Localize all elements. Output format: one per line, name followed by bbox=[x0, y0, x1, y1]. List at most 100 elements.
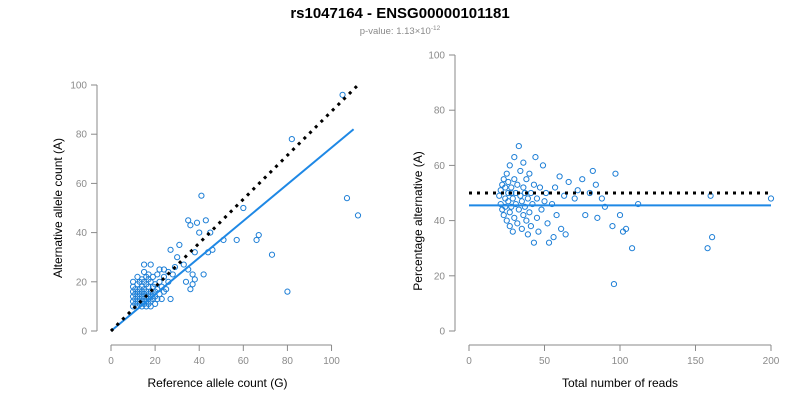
data-point bbox=[532, 154, 539, 161]
data-point bbox=[612, 170, 619, 177]
y-tick-label: 0 bbox=[439, 327, 445, 338]
data-point bbox=[198, 192, 205, 199]
data-point bbox=[189, 281, 196, 288]
data-point bbox=[523, 176, 530, 183]
data-point bbox=[586, 189, 593, 197]
data-point bbox=[594, 214, 601, 221]
data-point bbox=[521, 203, 528, 210]
data-point bbox=[589, 167, 596, 175]
y-tick-label: 80 bbox=[76, 130, 88, 141]
x-tick-label: 60 bbox=[238, 356, 250, 367]
data-point bbox=[512, 200, 519, 208]
data-point bbox=[506, 162, 513, 169]
data-point bbox=[511, 214, 518, 221]
data-point bbox=[571, 195, 578, 202]
data-point bbox=[539, 162, 547, 169]
data-point bbox=[506, 223, 513, 230]
y-tick-label: 0 bbox=[81, 327, 87, 338]
data-point bbox=[343, 195, 351, 202]
data-point bbox=[558, 225, 565, 232]
y-axis-label: Alternative allele count (A) bbox=[51, 138, 65, 278]
fit-line bbox=[110, 128, 355, 332]
data-point bbox=[154, 295, 161, 303]
x-tick-label: 20 bbox=[150, 356, 162, 367]
data-point bbox=[515, 142, 522, 150]
data-point bbox=[592, 181, 599, 188]
data-point bbox=[541, 198, 548, 205]
data-point bbox=[514, 181, 521, 188]
data-point bbox=[530, 239, 538, 246]
data-point bbox=[152, 300, 159, 308]
data-point bbox=[189, 271, 196, 278]
data-point bbox=[622, 225, 630, 232]
data-point bbox=[551, 184, 559, 191]
data-point bbox=[509, 195, 516, 202]
data-point bbox=[497, 200, 504, 208]
data-point bbox=[508, 203, 515, 210]
data-point bbox=[497, 187, 504, 194]
data-point bbox=[553, 211, 560, 219]
data-point bbox=[511, 154, 518, 161]
p-value-text: p-value: 1.13×10 bbox=[359, 26, 431, 37]
data-point bbox=[526, 170, 533, 177]
x-tick-label: 100 bbox=[323, 356, 340, 367]
x-axis-label: Reference allele count (G) bbox=[147, 376, 287, 390]
data-point bbox=[193, 219, 201, 226]
data-point bbox=[518, 198, 525, 205]
chart-subtitle: p-value: 1.13×10-12 bbox=[0, 25, 800, 37]
data-point bbox=[191, 276, 198, 283]
data-point bbox=[140, 261, 148, 268]
data-point bbox=[502, 203, 509, 210]
data-point bbox=[574, 187, 581, 194]
x-tick-label: 0 bbox=[466, 356, 472, 367]
data-point bbox=[187, 222, 194, 229]
data-point bbox=[156, 278, 163, 285]
data-point bbox=[520, 211, 527, 219]
data-point bbox=[255, 231, 262, 239]
data-point bbox=[503, 170, 510, 177]
data-point bbox=[538, 206, 545, 213]
data-point bbox=[200, 271, 207, 278]
data-point bbox=[207, 229, 214, 236]
data-point bbox=[524, 231, 531, 238]
data-point bbox=[502, 184, 509, 191]
p-value-exponent: -12 bbox=[430, 25, 441, 32]
data-point bbox=[182, 278, 190, 285]
data-point bbox=[598, 195, 605, 202]
data-point bbox=[185, 217, 192, 224]
x-tick-label: 0 bbox=[108, 356, 114, 367]
data-point bbox=[535, 228, 542, 235]
data-point bbox=[154, 271, 161, 278]
data-point bbox=[509, 228, 516, 235]
data-point bbox=[187, 286, 194, 293]
data-point bbox=[339, 91, 346, 98]
data-point bbox=[174, 254, 181, 261]
data-point bbox=[520, 184, 527, 191]
data-point bbox=[191, 249, 198, 256]
x-axis-label: Total number of reads bbox=[562, 376, 678, 390]
x-tick-label: 50 bbox=[539, 356, 551, 367]
data-point bbox=[503, 217, 510, 224]
data-point bbox=[530, 181, 538, 188]
data-point bbox=[704, 245, 711, 252]
data-point bbox=[515, 206, 522, 213]
x-tick-label: 40 bbox=[194, 356, 206, 367]
data-point bbox=[180, 261, 187, 268]
data-point bbox=[527, 223, 535, 230]
data-point bbox=[145, 283, 152, 290]
chart-panel-1: 0 20 40 60 80 100 0 20 40 60 80 100 Reference allele… bbox=[51, 81, 362, 390]
data-point bbox=[514, 220, 521, 227]
y-axis-label: Percentage alternative (A) bbox=[411, 151, 425, 290]
data-point bbox=[268, 251, 276, 258]
data-point bbox=[506, 209, 513, 216]
data-point bbox=[517, 167, 524, 175]
data-point bbox=[511, 176, 518, 183]
data-point bbox=[167, 295, 174, 303]
data-point bbox=[500, 176, 507, 183]
data-point bbox=[526, 209, 533, 216]
chart-title: rs1047164 - ENSG00000101181 bbox=[290, 5, 510, 22]
data-point bbox=[601, 203, 609, 210]
y-tick-label: 40 bbox=[434, 216, 446, 227]
data-point bbox=[616, 211, 624, 219]
chart-panel-2: 0 50 100 150 200 0 20 40 60 80 100 Total number of … bbox=[411, 51, 780, 391]
